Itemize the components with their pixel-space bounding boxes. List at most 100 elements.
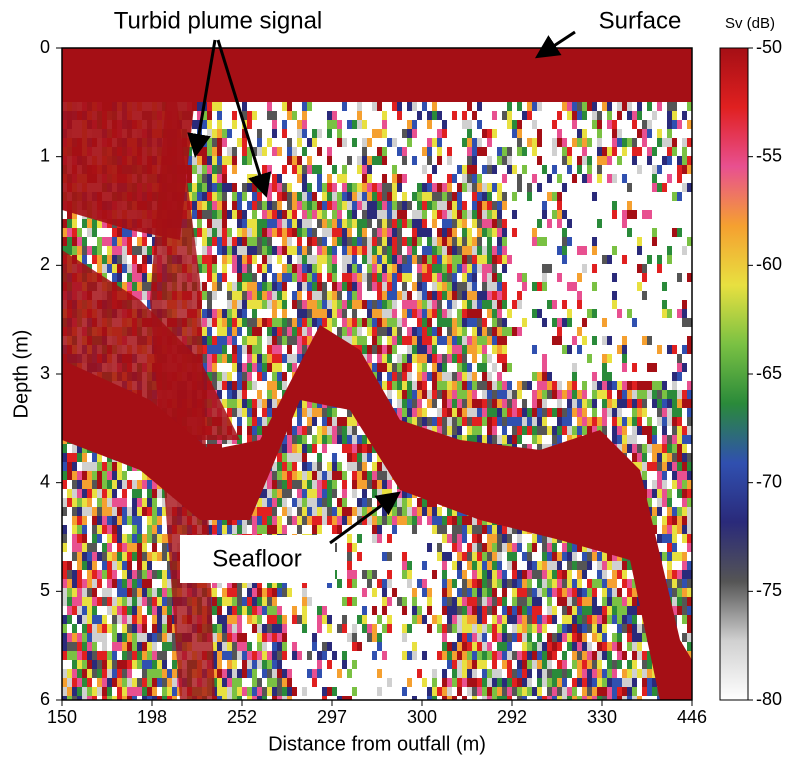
speckle [272,318,277,327]
speckle [357,642,362,651]
speckle [377,201,382,210]
speckle [407,390,412,399]
speckle [242,273,247,282]
speckle [487,372,492,381]
speckle [212,318,217,327]
speckle [487,165,492,174]
speckle [357,102,362,111]
speckle [147,534,152,543]
speckle [457,633,462,642]
speckle [337,327,342,336]
speckle [407,138,412,147]
speckle [482,210,487,219]
speckle [432,381,437,390]
speckle [262,588,267,597]
speckle [132,552,137,561]
speckle [442,669,447,678]
speckle [462,525,467,534]
speckle [132,678,137,687]
speckle [357,453,362,462]
speckle [322,408,327,417]
speckle [477,363,482,372]
speckle [542,678,547,687]
speckle [302,111,307,120]
speckle [222,273,227,282]
speckle [242,642,247,651]
speckle [112,237,117,246]
speckle [132,624,137,633]
speckle [232,624,237,633]
speckle [552,615,557,624]
speckle [472,642,477,651]
speckle [352,570,357,579]
speckle [332,237,337,246]
speckle [262,624,267,633]
speckle [517,417,522,426]
speckle [507,111,512,120]
speckle [112,525,117,534]
speckle [537,570,542,579]
speckle [487,624,492,633]
speckle [357,156,362,165]
speckle [282,273,287,282]
speckle [437,381,442,390]
speckle [112,228,117,237]
speckle [477,345,482,354]
speckle [467,606,472,615]
speckle [397,363,402,372]
speckle [382,201,387,210]
speckle [492,426,497,435]
speckle [312,318,317,327]
speckle [217,129,222,138]
speckle [392,174,397,183]
speckle [467,624,472,633]
speckle [502,228,507,237]
speckle [232,597,237,606]
speckle [87,588,92,597]
speckle [277,669,282,678]
speckle [132,642,137,651]
speckle [117,228,122,237]
speckle [382,579,387,588]
speckle [432,300,437,309]
speckle [142,552,147,561]
speckle [327,192,332,201]
speckle [237,273,242,282]
speckle [492,660,497,669]
speckle [272,489,277,498]
speckle [437,309,442,318]
speckle [507,651,512,660]
speckle [247,381,252,390]
speckle [137,246,142,255]
speckle [432,336,437,345]
speckle [107,588,112,597]
speckle [292,480,297,489]
speckle [507,579,512,588]
speckle [462,237,467,246]
speckle [527,552,532,561]
speckle [477,606,482,615]
speckle [122,246,127,255]
speckle [217,669,222,678]
speckle [247,669,252,678]
speckle [552,318,557,327]
speckle [202,120,207,129]
speckle [92,489,97,498]
speckle [517,291,522,300]
speckle [147,687,152,696]
speckle [487,597,492,606]
speckle [252,426,257,435]
speckle [517,138,522,147]
speckle [552,192,557,201]
speckle [497,156,502,165]
speckle [362,462,367,471]
speckle [427,606,432,615]
speckle [302,444,307,453]
speckle [457,660,462,669]
speckle [152,489,157,498]
speckle [462,327,467,336]
speckle [77,552,82,561]
speckle [122,651,127,660]
speckle [392,309,397,318]
speckle [137,489,142,498]
